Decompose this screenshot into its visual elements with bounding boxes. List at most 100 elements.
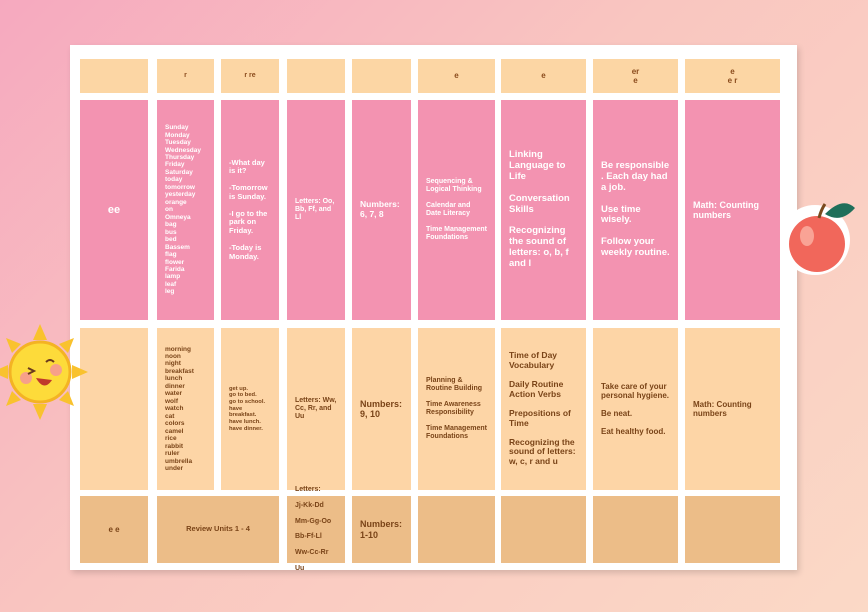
table-cell: Time of Day Vocabulary Daily Routine Acti… [501,328,586,490]
cell-text: Follow your weekly routine. [601,235,670,258]
cell-text: Time Awareness Responsibility [426,400,481,416]
cell-text: e [541,71,546,81]
table-cell [418,496,495,563]
cell-text: Sequencing & Logical Thinking [426,178,482,194]
cell-text: Planning & Routine Building [426,377,482,393]
cell-text: Bassem [165,243,190,251]
header-cell [287,59,345,93]
cell-text: colors [165,420,185,428]
cell-text: Calendar and Date Literacy [426,201,471,217]
cell-text: Linking Language to Life [509,149,566,183]
cell-text: watch [165,405,184,413]
table-cell: Math: Counting numbers [685,100,780,320]
cell-text: Recognizing the sound of letters: w, c, … [509,436,576,467]
cell-text: e e [108,524,120,534]
cell-text: have dinner. [229,425,263,432]
table-cell: Linking Language to Life Conversation Ski… [501,100,586,320]
cell-text: night [165,360,181,368]
cell-text: Letters: Oo, Bb, Ff, and Ll [295,197,335,222]
table-cell: Numbers: 9, 10 [352,328,411,490]
table-cell [593,496,678,563]
cell-text: Sunday [165,124,189,132]
cell-text: umbrella [165,457,193,465]
table-cell: Sequencing & Logical Thinking Calendar an… [418,100,495,320]
cell-text: Time Management Foundations [426,424,487,440]
cell-text: under [165,465,184,473]
cell-text: bag [165,221,177,229]
cell-text: e r [727,76,738,85]
cell-text: go to bed. [229,392,257,399]
cell-text: -Today is Monday. [229,242,262,261]
cell-text: bus [165,228,177,236]
table-cell: Letters: Jj-Kk-Dd Mm-Gg-Oo Bb-Ff-Ll Ww-Cc-Rr… [287,486,345,572]
table-cell: Planning & Routine Building Time Awarenes… [418,328,495,490]
cell-text: r [184,71,187,79]
cell-text: bed [165,236,177,244]
cell-text: lunch [165,375,183,383]
cell-text: camel [165,427,184,435]
cell-text: flower [165,258,185,266]
table-cell: get up. go to bed. go to school. have break… [221,328,279,490]
table-cell: ee [80,100,148,320]
cell-text: e [730,66,735,76]
cell-text: Numbers: 6, 7, 8 [360,199,400,219]
table-cell: -What day is it? -Tomorrow is Sunday. -I g… [221,100,279,320]
table-cell [501,496,586,563]
cell-text: Monday [165,131,190,139]
table-cell: Math: Counting numbers [685,328,780,490]
cell-text: Time of Day Vocabulary [509,350,558,370]
cell-text: Farida [165,266,185,274]
cell-text: Wednesday [165,146,202,154]
cell-text: wolf [165,397,178,405]
cell-text: er [631,66,640,76]
cell-text: ruler [165,450,180,458]
cell-text: Prepositions of Time [509,407,571,428]
cell-text: -Tomorrow is Sunday. [229,183,268,201]
cell-text: rabbit [165,442,184,450]
cell-text: breakfast [165,367,194,375]
cell-text: orange [165,198,187,206]
cell-text: Use time wisely. [601,203,641,226]
table-cell: Be responsible . Each day had a job. Use … [593,100,678,320]
table-cell: morning noon night breakfast lunch dinner wate… [157,328,214,490]
cell-text: lamp [165,273,181,281]
cell-text: Math: Counting numbers [693,199,759,220]
cell-text: Math: Counting numbers [693,399,752,418]
cell-text: Be responsible . Each day had a job. [601,160,670,194]
cell-text: Omneya [165,213,191,221]
cell-text: yesterday [165,191,196,199]
cell-text: Eat healthy food. [601,426,666,436]
table-cell: Numbers: 1-10 [352,496,411,563]
cell-text: rice [165,435,177,443]
cell-text: Numbers: 1-10 [360,519,403,540]
header-cell: e [501,59,586,93]
cell-text: have breakfast. [229,405,257,419]
cell-text: e [633,76,638,85]
table-cell: Numbers: 6, 7, 8 [352,100,411,320]
cell-text: leg [165,288,175,296]
cell-text: dinner [165,382,185,390]
cell-text: ee [107,203,121,216]
table-cell: e e [80,496,148,563]
header-cell [352,59,411,93]
header-cell: r [157,59,214,93]
cell-text: Daily Routine Action Verbs [509,378,564,399]
cell-text: Numbers: 9, 10 [360,398,403,419]
table-cell [685,496,780,563]
cell-text: Conversation Skills [509,192,570,215]
table-cell [80,328,148,490]
cell-text: cat [165,412,175,420]
cell-text: r re [244,71,256,79]
cell-text: e [454,71,459,81]
cell-text: Uu [295,564,305,572]
header-cell: r re [221,59,279,93]
cell-text: today [165,176,183,184]
table-cell: Review Units 1 - 4 [157,496,279,563]
cell-text: morning [165,345,191,353]
cell-text: water [165,390,182,398]
cell-text: get up. [229,385,248,392]
header-cell [80,59,148,93]
